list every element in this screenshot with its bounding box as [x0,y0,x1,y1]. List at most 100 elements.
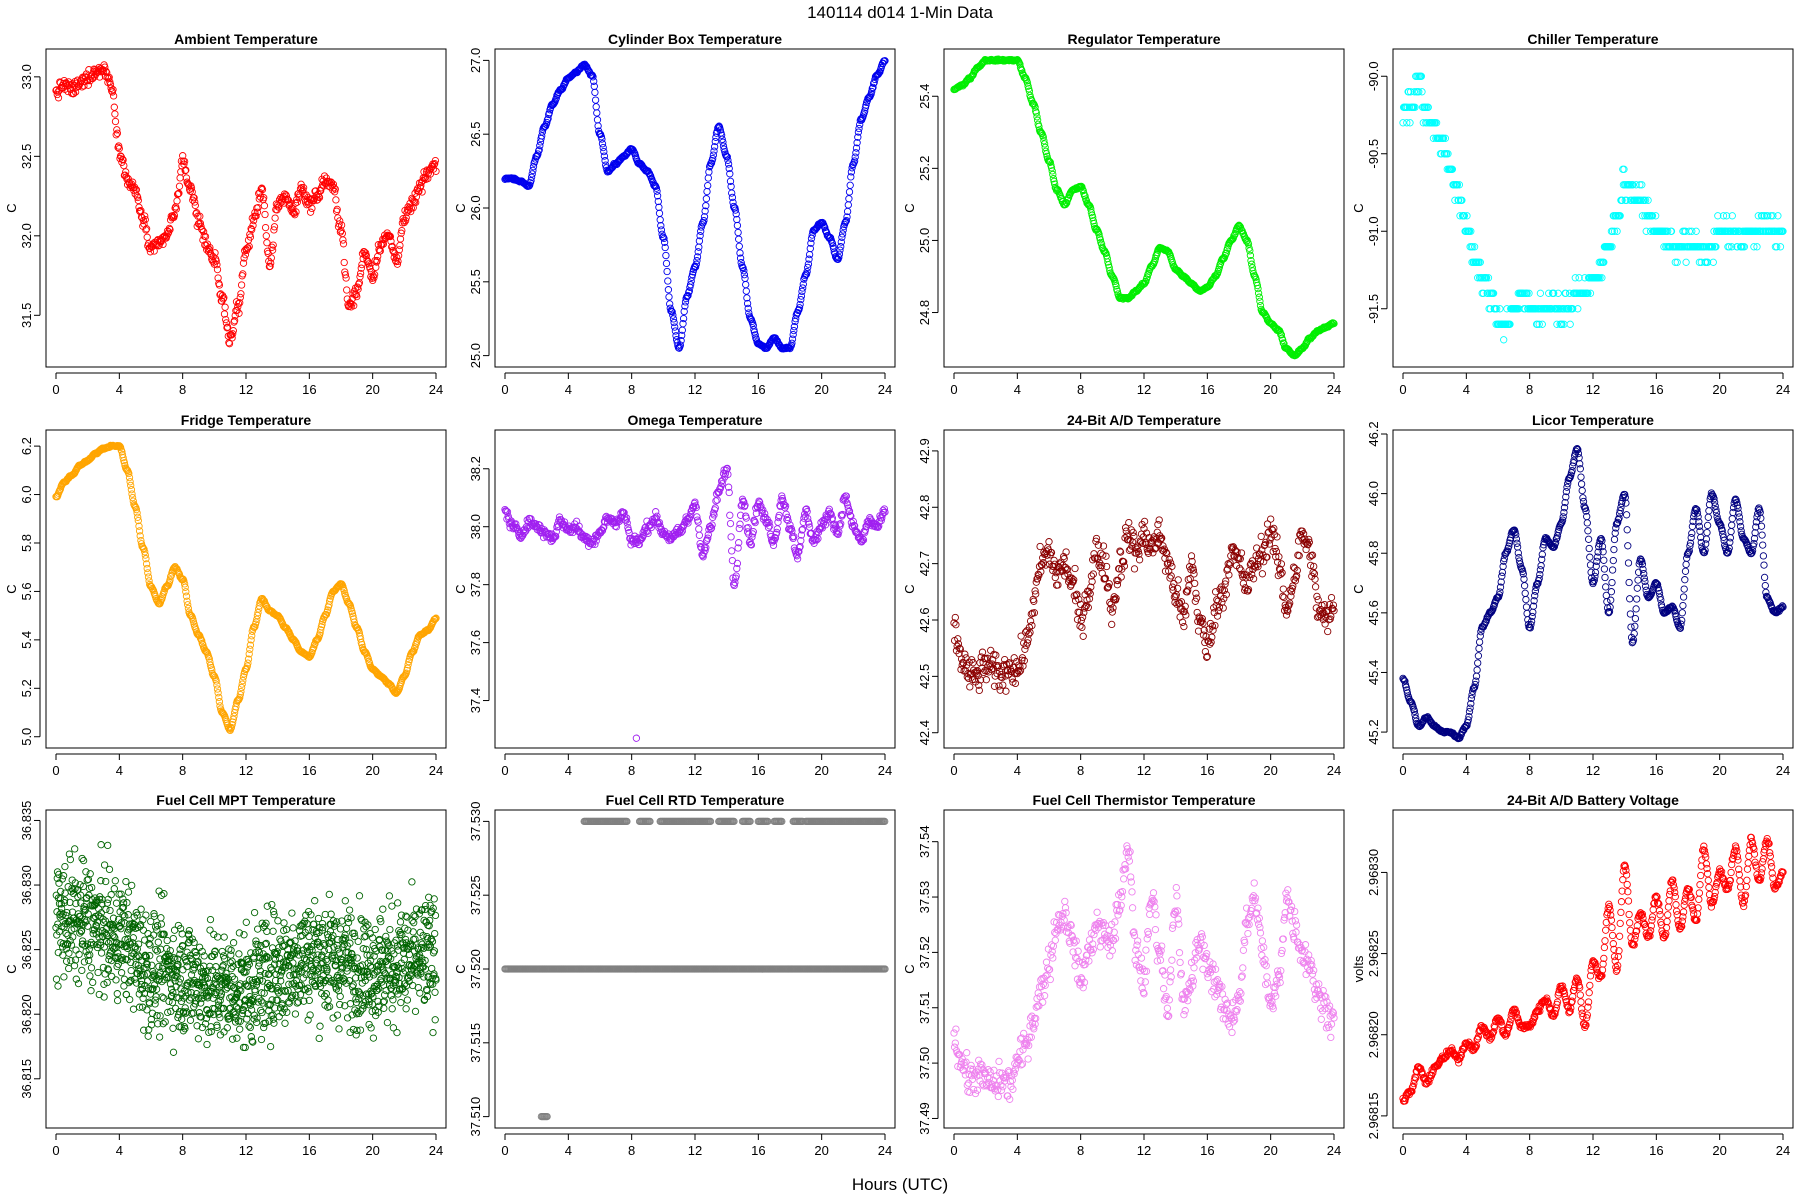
data-point [1624,559,1633,567]
data-point [529,166,537,175]
panel-title: 24-Bit A/D Temperature [1067,412,1221,428]
data-point [669,311,677,319]
data-point [740,271,749,279]
data-point [1681,576,1689,584]
x-axis: 0 4 8 12 16 20 24 [1399,372,1790,397]
y-tick-label: 37.6 [468,630,483,655]
x-tick-label: 20 [1712,382,1726,397]
panel-title: Fridge Temperature [181,412,312,428]
data-point [726,170,734,178]
data-point [1609,556,1617,565]
data-point [260,194,268,202]
data-point [659,233,667,241]
data-point [220,294,228,302]
y-axis-label: C [4,203,19,212]
y-axis: 31.532.032.533.0 [19,64,41,328]
data-point [80,82,88,90]
data-point [589,73,597,81]
data-point [387,237,395,245]
data-point [1610,535,1619,544]
data-point [1682,258,1690,266]
data-point [1625,578,1633,587]
data-point [1045,157,1053,165]
data-point [1474,659,1482,667]
x-tick-label: 8 [628,763,635,778]
data-point [805,250,814,259]
data-point [527,173,536,181]
data-point [1085,201,1094,210]
x-tick-label: 24 [878,382,892,397]
data-point [798,287,806,296]
data-point [1230,232,1238,240]
y-tick-label: 42.5 [917,664,932,689]
data-point [726,177,735,185]
data-point [1571,274,1579,282]
data-point [662,251,670,260]
data-point [751,331,759,339]
data-point [694,248,702,256]
y-tick-label: -90.0 [1366,61,1381,91]
data-point [282,192,291,200]
data-point [1130,565,1139,573]
data-point [1045,538,1053,546]
data-point [664,277,672,285]
data-points [1399,445,1787,743]
x-tick-label: 12 [688,763,702,778]
data-point [143,233,151,241]
data-point [656,216,664,224]
data-point [1633,584,1641,592]
data-point [1681,567,1690,575]
data-point [1087,208,1096,217]
data-point [1249,267,1257,275]
data-point [1018,66,1026,75]
data-point [733,221,742,230]
data-point [598,140,607,148]
data-point [711,137,719,146]
data-point [222,315,230,324]
data-point [1046,158,1054,166]
x-tick-label: 16 [302,763,316,778]
data-point [593,109,601,117]
data-point [867,90,875,98]
data-point [1634,576,1642,584]
x-tick-label: 16 [1649,382,1663,397]
data-point [1631,622,1639,630]
x-tick-label: 24 [878,763,892,778]
data-point [256,193,265,201]
data-point [1626,595,1634,603]
x-tick-label: 20 [814,382,828,397]
data-point [594,122,602,130]
x-tick-label: 16 [1200,763,1214,778]
data-point [1021,645,1029,653]
data-point [71,88,80,96]
x-tick-label: 8 [179,382,186,397]
data-point [677,337,685,345]
data-point [1270,524,1278,533]
y-tick-label: 42.4 [917,720,932,745]
x-tick-label: 4 [1014,382,1021,397]
data-point [173,197,181,205]
data-point [1033,113,1041,121]
data-point [306,208,315,216]
data-point [187,184,196,192]
data-point [299,184,308,192]
data-point [789,330,797,339]
data-point [412,198,420,207]
data-point [1728,521,1736,529]
data-point [175,182,184,190]
data-point [54,94,63,102]
data-point [838,230,847,238]
data-point [657,226,666,234]
data-point [858,114,866,123]
data-point [196,212,204,220]
y-tick-label: 25.5 [468,269,483,294]
y-tick-label: -91.5 [1366,294,1381,324]
data-point [684,291,692,300]
data-point [952,621,960,629]
data-point [249,216,258,225]
data-point [724,156,732,164]
data-point [728,189,736,197]
data-point [432,167,440,175]
